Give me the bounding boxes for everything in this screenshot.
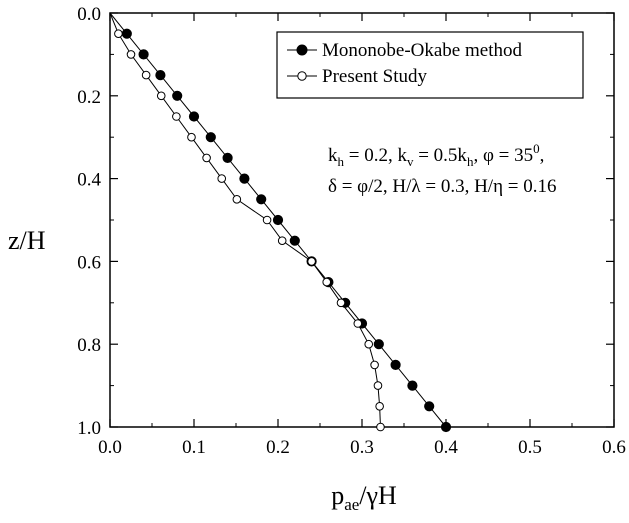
annotation-run: k: [328, 145, 338, 166]
legend-box: [276, 31, 584, 99]
filled-point: [440, 421, 452, 433]
x-tick-label: 0.2: [266, 437, 290, 458]
annotation-run: = 0.2, k: [344, 145, 407, 166]
y-tick-label: 0.2: [77, 87, 101, 108]
open-point: [370, 360, 379, 370]
y-tick-label: 1.0: [77, 418, 101, 439]
x-axis-title-tail: /γH: [359, 481, 397, 510]
filled-point: [373, 339, 384, 350]
annotation-run: = 0.5k: [413, 145, 467, 166]
y-tick-label: 0.0: [77, 4, 101, 25]
annotation-run: v: [407, 154, 414, 169]
filled-point: [289, 235, 300, 246]
annotation-run: , φ = 35: [473, 145, 533, 166]
open-point: [202, 153, 211, 163]
open-point: [262, 215, 272, 225]
open-point: [322, 277, 332, 287]
filled-point: [239, 173, 250, 184]
open-point: [114, 29, 123, 39]
filled-point: [256, 194, 267, 205]
y-axis-title: z/H: [8, 226, 46, 255]
y-tick-label: 0.8: [77, 335, 101, 356]
open-point: [187, 132, 196, 142]
legend-marker: [296, 44, 308, 56]
x-tick-label: 0.0: [98, 437, 122, 458]
annotation-run: 0: [533, 141, 540, 156]
x-tick-label: 0.1: [182, 437, 206, 458]
open-point: [277, 236, 287, 245]
x-tick-label: 0.6: [602, 437, 626, 458]
filled-point: [424, 401, 435, 412]
annotation-run: h: [338, 154, 345, 169]
open-point: [353, 319, 363, 328]
filled-point: [188, 111, 200, 122]
legend-label: Present Study: [322, 66, 428, 87]
filled-point: [407, 380, 418, 391]
filled-point: [155, 70, 166, 81]
annotation-run: h: [467, 154, 474, 169]
open-point: [373, 381, 383, 390]
annotation-line-1: kh = 0.2, kv = 0.5kh, φ = 350,: [328, 141, 544, 169]
annotation-run: ,: [540, 145, 545, 166]
x-tick-label: 0.4: [434, 437, 458, 458]
annotation-run: δ = φ/2, H/λ = 0.3, H/η = 0.16: [328, 176, 557, 197]
x-tick-label: 0.5: [518, 437, 542, 458]
x-axis-title: pae/γH: [331, 481, 397, 514]
open-point: [364, 339, 374, 349]
x-tick-label: 0.3: [350, 437, 374, 458]
open-point: [336, 298, 346, 308]
filled-point: [138, 49, 149, 60]
annotation-line-2: δ = φ/2, H/λ = 0.3, H/η = 0.16: [328, 176, 557, 197]
filled-point: [272, 214, 284, 226]
filled-point: [390, 359, 401, 370]
filled-point: [121, 28, 132, 39]
open-point: [172, 112, 181, 121]
filled-point: [205, 132, 216, 143]
open-point: [375, 402, 384, 411]
open-point: [156, 91, 166, 101]
legend-marker: [297, 71, 307, 81]
open-point: [126, 50, 136, 59]
filled-point: [172, 90, 183, 101]
open-point: [141, 70, 151, 80]
open-point: [232, 195, 242, 204]
x-axis-title-main: p: [331, 481, 344, 510]
open-point: [376, 422, 385, 432]
filled-point: [222, 152, 233, 163]
y-tick-label: 0.4: [77, 170, 101, 191]
x-axis-title-sub: ae: [344, 495, 359, 514]
y-tick-label: 0.6: [77, 252, 101, 273]
open-point: [307, 257, 316, 266]
open-point: [217, 174, 227, 183]
legend-label: Mononobe-Okabe method: [322, 40, 522, 61]
